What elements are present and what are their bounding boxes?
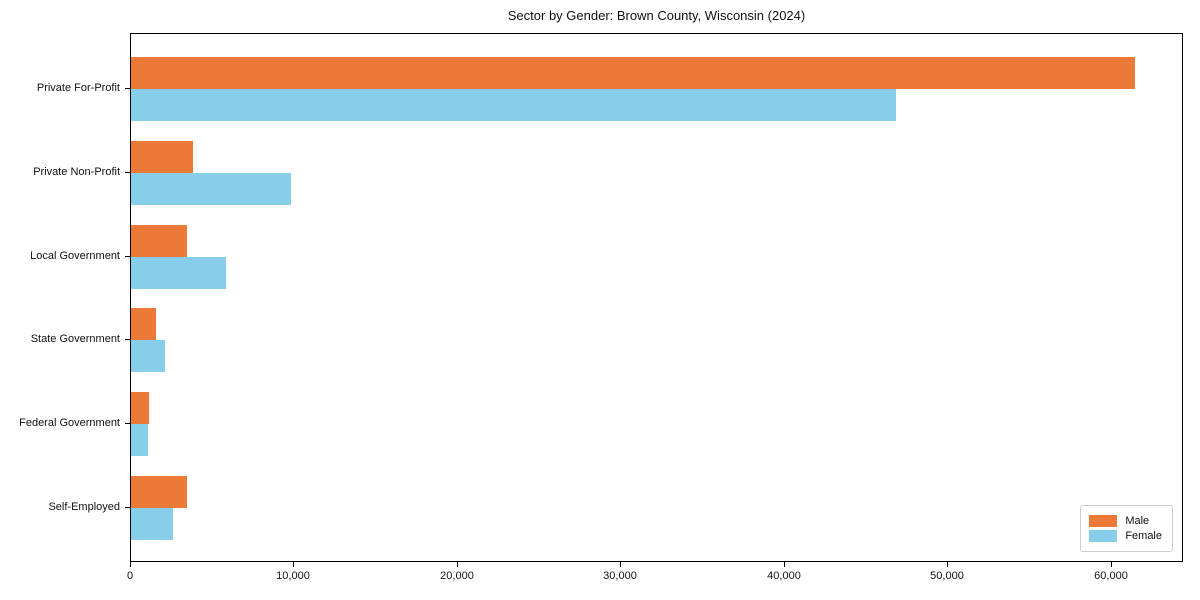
legend-label: Female: [1125, 530, 1162, 542]
y-category-label: Self-Employed: [48, 501, 120, 513]
y-tick: [125, 255, 130, 257]
x-tick: [457, 562, 458, 567]
x-tick: [784, 562, 785, 567]
plot-area: Male Female: [130, 33, 1183, 562]
bar-male-4: [131, 308, 156, 341]
legend-swatch-male: [1089, 515, 1118, 527]
y-category-label: Local Government: [30, 249, 120, 262]
bar-female-1: [131, 89, 896, 121]
x-tick-label: 20,000: [440, 570, 474, 582]
legend-swatch-female: [1089, 530, 1118, 542]
x-tick-label: 0: [126, 570, 134, 582]
bar-female-6: [131, 508, 173, 540]
x-tick-label: 40,000: [767, 570, 801, 582]
x-tick: [947, 562, 948, 567]
x-tick-label: 60,000: [1094, 570, 1128, 582]
x-tick: [130, 562, 131, 567]
legend-entry-male: Male: [1089, 515, 1162, 527]
legend-label: Male: [1125, 515, 1150, 527]
x-tick-label: 30,000: [603, 570, 637, 582]
x-tick: [620, 562, 621, 567]
bar-female-2: [131, 172, 291, 205]
y-category-label: Federal Government: [19, 417, 120, 430]
bar-male-3: [131, 224, 187, 257]
y-tick: [125, 507, 130, 508]
y-category-label: Private Non-Profit: [33, 165, 120, 178]
bar-male-5: [131, 392, 149, 425]
y-tick: [125, 423, 130, 425]
y-tick: [125, 339, 130, 341]
x-tick-label: 50,000: [930, 570, 964, 582]
bar-male-6: [131, 476, 187, 508]
bar-female-4: [131, 340, 165, 373]
bar-male-1: [131, 57, 1135, 89]
y-tick: [125, 171, 130, 173]
bar-female-5: [131, 424, 148, 457]
x-tick: [1111, 562, 1112, 567]
bar-male-2: [131, 140, 193, 173]
legend: Male Female: [1080, 505, 1173, 552]
y-category-label: State Government: [30, 333, 120, 346]
legend-entry-female: Female: [1089, 530, 1162, 542]
x-tick-label: 10,000: [276, 570, 310, 582]
bar-female-3: [131, 256, 226, 289]
y-category-label: Private For-Profit: [36, 82, 120, 94]
y-tick: [125, 88, 130, 89]
chart-title: Sector by Gender: Brown County, Wisconsi…: [507, 8, 806, 23]
x-tick: [293, 562, 294, 567]
